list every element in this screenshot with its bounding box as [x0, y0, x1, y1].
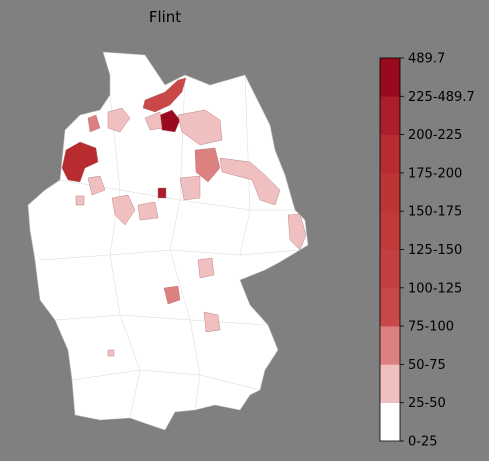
map-title: Flint: [149, 8, 181, 26]
colorbar-bin: [380, 58, 400, 97]
colorbar-bin: [380, 211, 400, 250]
colorbar-tick-label: 150-175: [408, 205, 462, 220]
colorbar-tick-label: 125-150: [408, 243, 462, 258]
colorbar-bin: [380, 364, 400, 403]
colorbar-bin: [380, 326, 400, 365]
colorbar-bin: [380, 287, 400, 327]
colorbar: 0-25 25-50 50-75 75-100 100-125 125-150 150-17…: [379, 52, 475, 450]
colorbar-tick-label: 75-100: [408, 320, 454, 335]
colorbar-tick-label: 100-125: [408, 281, 462, 296]
colorbar-bin: [380, 249, 400, 289]
colorbar-bin: [380, 172, 400, 212]
colorbar-tick-label: 225-489.7: [408, 90, 475, 105]
colorbar-tick-label: 0-25: [408, 435, 438, 450]
germany-map: [27, 51, 309, 431]
colorbar-tick-label: 175-200: [408, 166, 462, 181]
colorbar-tick-label: 25-50: [408, 396, 446, 411]
colorbar-bin: [380, 402, 400, 442]
colorbar-bin: [380, 134, 400, 174]
country-outline: [27, 51, 309, 431]
colorbar-tick-label: 489.7: [408, 52, 445, 67]
colorbar-tick-label: 50-75: [408, 358, 446, 373]
colorbar-bin: [380, 96, 400, 135]
colorbar-tick-label: 200-225: [408, 128, 462, 143]
highlighted-districts: [61, 77, 307, 357]
